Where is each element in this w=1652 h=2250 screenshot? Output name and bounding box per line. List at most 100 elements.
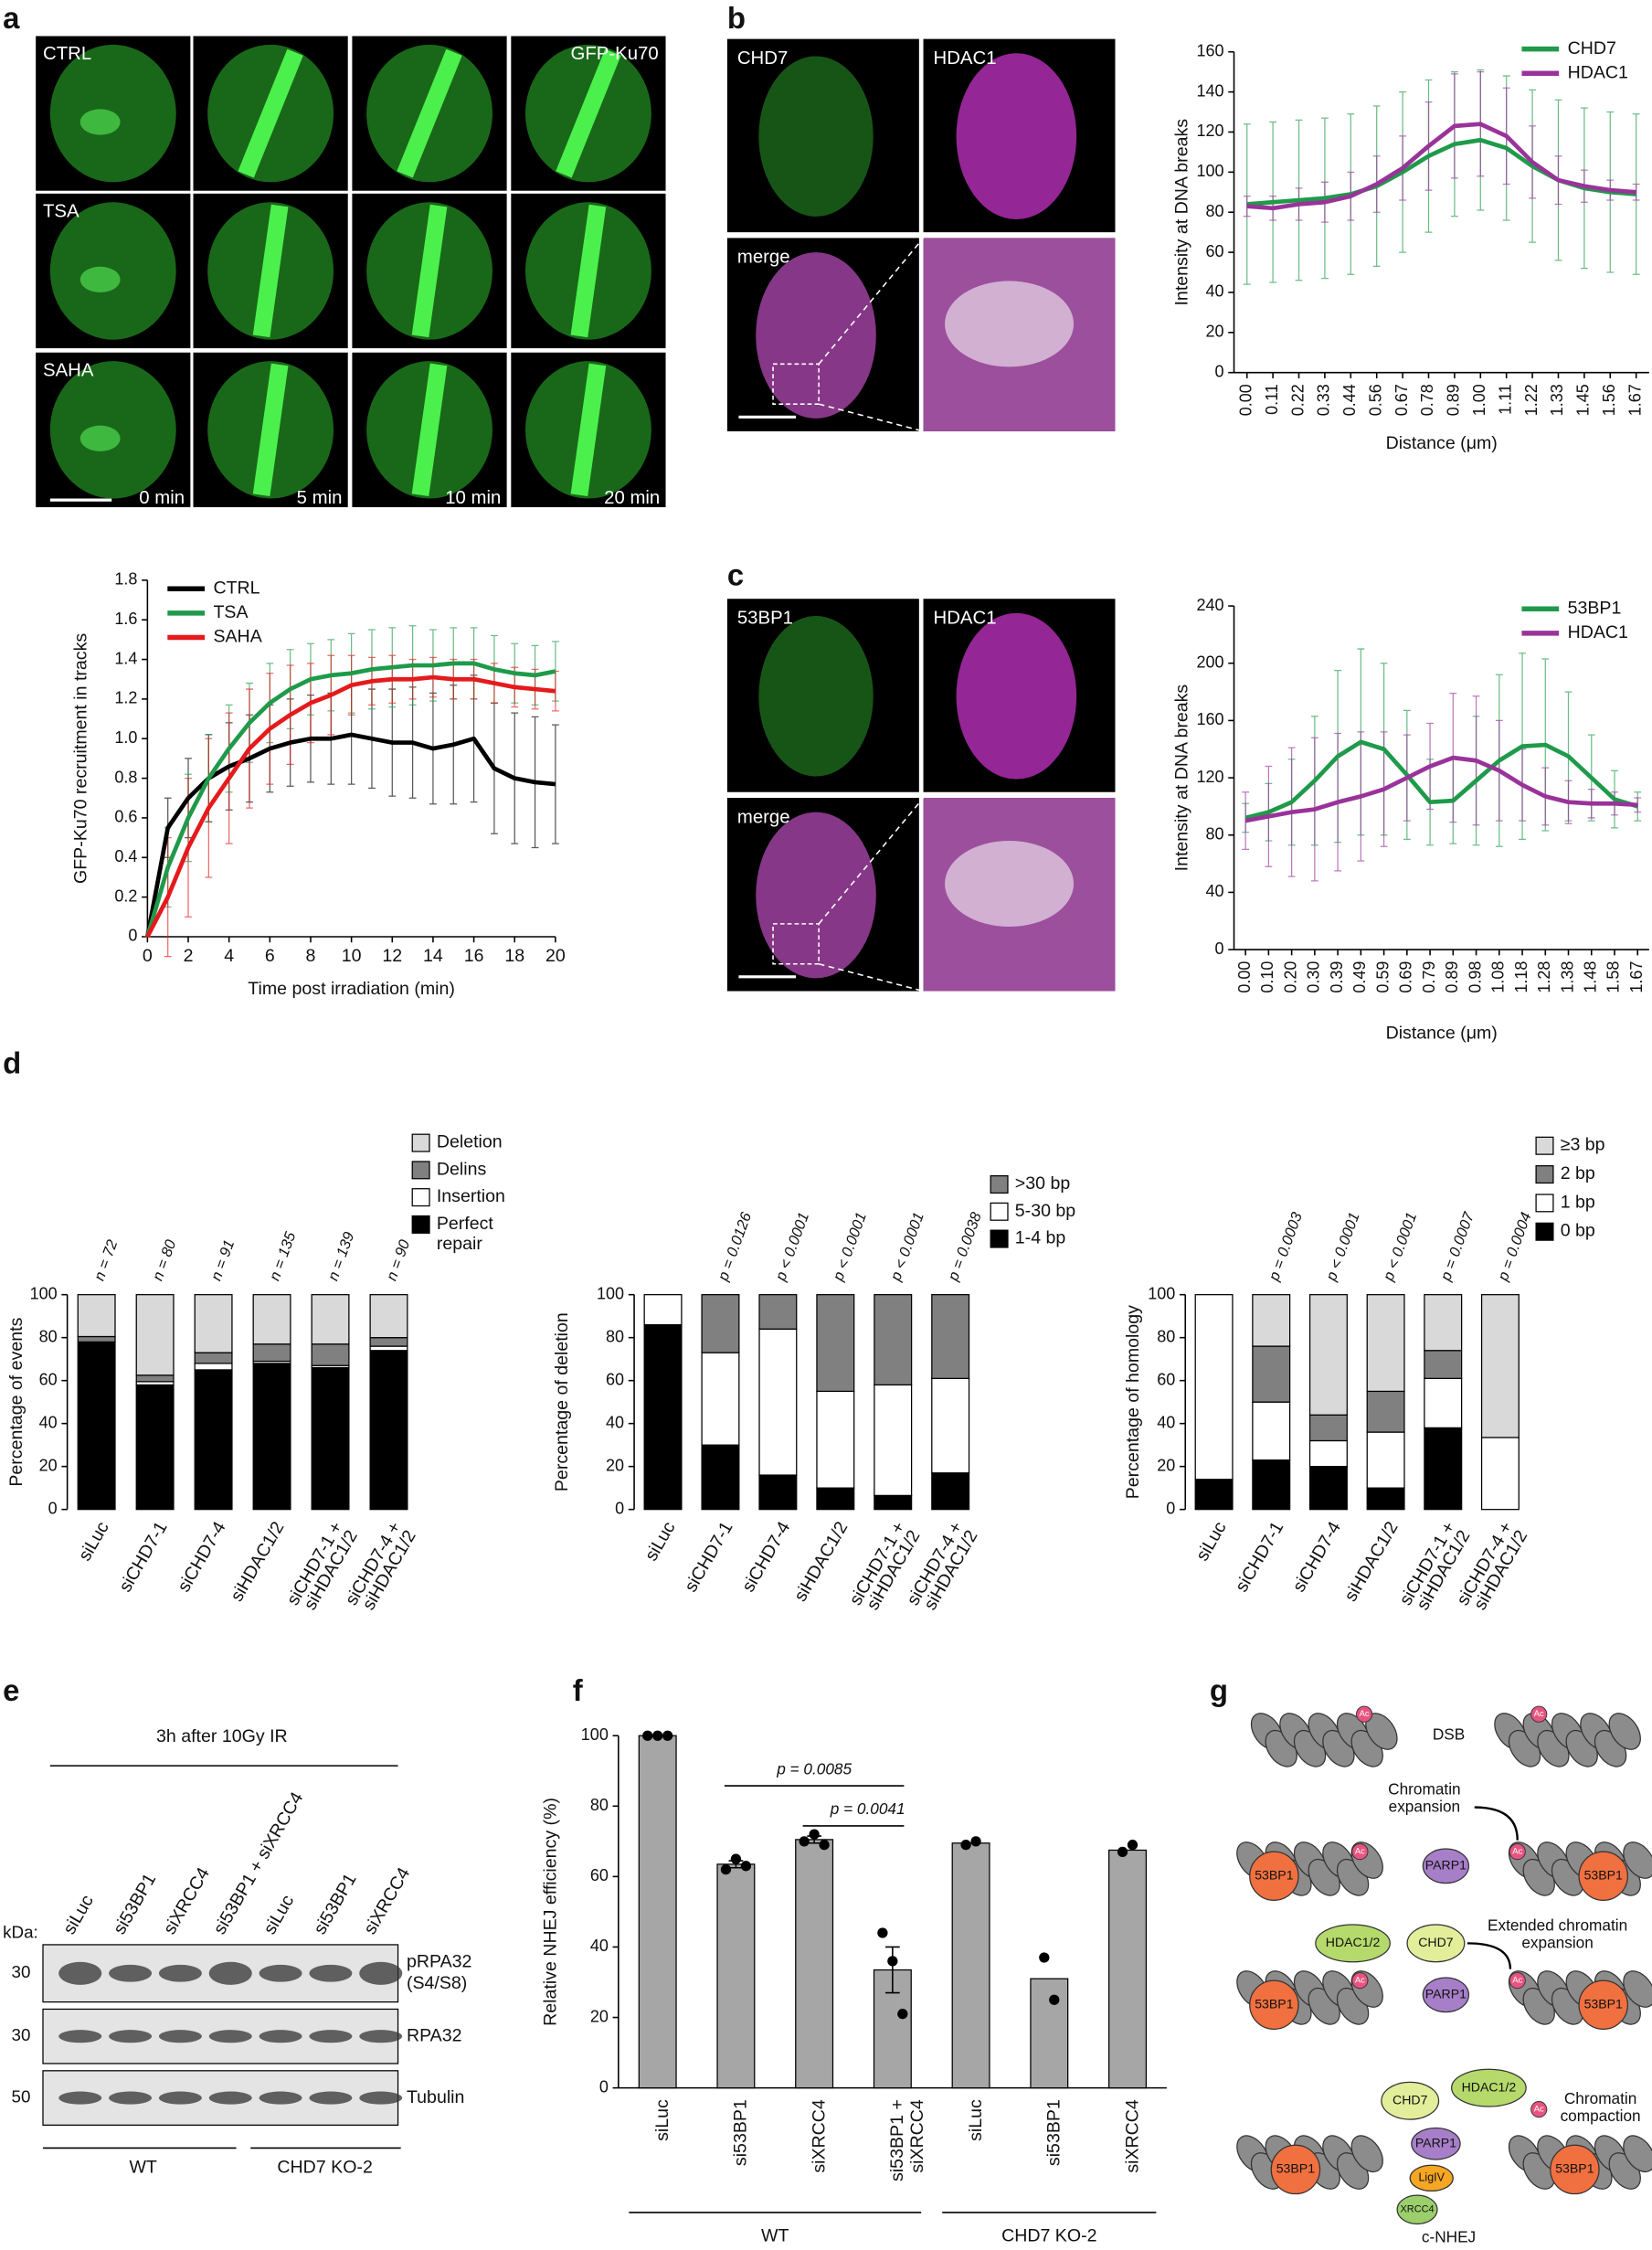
x-tick-label: si53BP1 +siXRCC4 [887, 2099, 927, 2181]
x-tick-label: 0.30 [1305, 961, 1323, 993]
image-label: HDAC1 [934, 48, 997, 69]
legend-swatch [411, 1133, 430, 1152]
protein [1409, 2164, 1454, 2192]
x-tick-label: siCHD7-1 [681, 1518, 736, 1595]
data-point [809, 1829, 820, 1840]
x-tick-label: 0.89 [1445, 384, 1463, 416]
bar-segment [135, 1374, 175, 1383]
y-tick-label: 60 [590, 1866, 609, 1884]
x-tick-label: siHDAC1/2 [1340, 1518, 1402, 1605]
y-tick-label: 0.4 [114, 847, 137, 865]
kda-label: 30 [12, 2025, 31, 2044]
y-tick-label: 160 [1197, 710, 1224, 728]
protein-label: HDAC1/2 [1462, 2079, 1517, 2094]
y-tick-label: 60 [1157, 1370, 1175, 1388]
blot-band [208, 1961, 252, 1985]
bar-segment [1252, 1401, 1291, 1461]
roi-box [772, 923, 820, 965]
x-tick-label: 0.33 [1315, 384, 1333, 416]
image-label: 0 min [139, 488, 185, 508]
kda-label: 50 [12, 2087, 31, 2107]
series-line [1244, 739, 1638, 821]
x-tick-label: 0.00 [1236, 384, 1255, 416]
legend-label: Insertion [437, 1186, 505, 1206]
x-tick-label: 0 [143, 946, 153, 966]
x-tick-label: 1.00 [1470, 384, 1488, 416]
protein [1406, 1924, 1466, 1963]
x-tick-label: 0.67 [1393, 384, 1411, 416]
nucleus [756, 812, 876, 979]
x-tick-label: siHDAC1/2 [227, 1518, 288, 1605]
protein-label: 53BP1 [1255, 1996, 1293, 2011]
series-line [145, 732, 556, 938]
blot-band [208, 2091, 252, 2105]
data-point [720, 1864, 732, 1875]
x-tick-label: 0.59 [1373, 961, 1392, 993]
protein [1249, 1851, 1299, 1902]
data-point [960, 1840, 971, 1851]
annotation: p < 0.0001 [772, 1210, 812, 1284]
y-tick-label: 200 [1197, 653, 1224, 671]
nucleosome [1350, 2135, 1383, 2173]
annotation: n = 72 [91, 1237, 122, 1283]
y-tick-label: 100 [581, 1725, 609, 1744]
bar-segment [1308, 1294, 1348, 1416]
bar-segment [311, 1366, 350, 1511]
y-axis-label: Percentage of deletion [552, 1312, 572, 1491]
data-point [897, 2009, 908, 2020]
arrow [1474, 1806, 1519, 1841]
data-point [740, 1861, 752, 1872]
bar-segment [1424, 1294, 1463, 1352]
bar-segment [874, 1494, 913, 1511]
protein [1451, 2068, 1527, 2107]
damage-stripe [556, 48, 621, 178]
legend-label: 2 bp [1561, 1163, 1595, 1183]
annotation: p = 0.0085 [776, 1759, 852, 1778]
x-tick-label: 0.79 [1420, 961, 1438, 993]
legend-label: HDAC1 [1568, 622, 1628, 642]
bar-segment [135, 1294, 175, 1376]
bar-segment [194, 1294, 233, 1353]
y-tick-label: 100 [1148, 1284, 1175, 1302]
arrow [1467, 1942, 1512, 1969]
x-tick-label: 1.33 [1548, 384, 1566, 416]
protein [1249, 1979, 1299, 2031]
damage-stripe [570, 204, 607, 338]
image-label: merge [737, 248, 790, 268]
annotation: n = 135 [267, 1229, 300, 1283]
blot-band [109, 2091, 153, 2105]
x-tick-label: 6 [265, 946, 275, 966]
protein-label: LigIV [1418, 2171, 1445, 2184]
x-tick-label: 1.48 [1582, 961, 1600, 993]
bar-segment [194, 1352, 233, 1364]
nucleus [956, 53, 1077, 220]
y-tick-label: 0 [599, 2077, 609, 2096]
zoom-line [818, 237, 925, 365]
y-tick-label: 20 [590, 2007, 609, 2025]
bar-segment [1480, 1437, 1520, 1511]
diagram-label: c-NHEJ [1422, 2228, 1476, 2246]
x-tick-label: 0.10 [1258, 961, 1276, 993]
x-tick-label: siLuc [966, 2099, 986, 2141]
x-axis-label: Time post irradiation (min) [248, 979, 455, 999]
x-tick-label: siXRCC4 [810, 2099, 830, 2173]
x-tick-label: si53BP1 [1044, 2099, 1064, 2166]
blot-band [359, 2091, 403, 2105]
bar-segment [252, 1343, 291, 1363]
y-axis-label: Intensity at DNA breaks [1171, 685, 1191, 872]
blot-row-label: Tubulin [407, 2087, 465, 2107]
x-tick-label: 0.20 [1281, 961, 1299, 993]
blot-band [359, 1961, 403, 1985]
foci [79, 109, 121, 135]
protein [1396, 2194, 1438, 2225]
bar-segment [1308, 1439, 1348, 1468]
bar-segment [931, 1377, 970, 1474]
bar-segment [758, 1474, 798, 1511]
x-tick-label: 1.18 [1512, 961, 1530, 993]
panel-letter: g [1210, 1673, 1228, 1707]
bar-segment [194, 1363, 233, 1371]
y-tick-label: 60 [1206, 242, 1224, 260]
x-tick-label: 0.11 [1263, 384, 1281, 415]
x-tick-label: 0.00 [1235, 961, 1254, 993]
x-tick-label: 10 [342, 946, 362, 966]
